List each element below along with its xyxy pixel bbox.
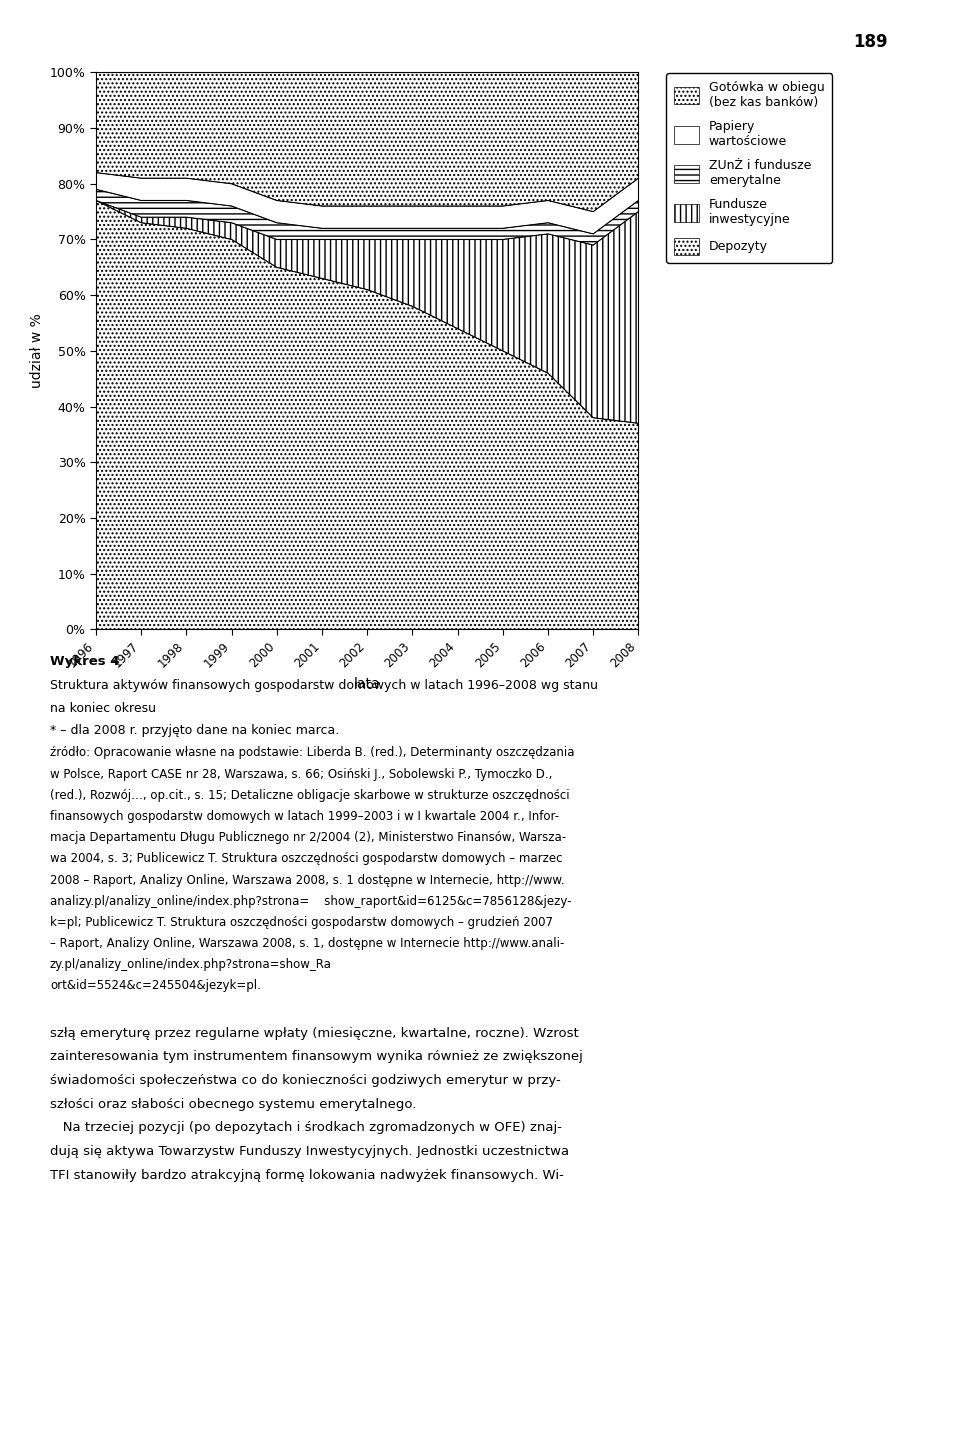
Text: wa 2004, s. 3; Publicewicz T. Struktura oszczędności gospodarstw domowych – marz: wa 2004, s. 3; Publicewicz T. Struktura … xyxy=(50,852,563,865)
Text: 189: 189 xyxy=(853,33,888,51)
Text: finansowych gospodarstw domowych w latach 1999–2003 i w I kwartale 2004 r., Info: finansowych gospodarstw domowych w latac… xyxy=(50,810,559,823)
Text: szłą emeryturę przez regularne wpłaty (miesięczne, kwartalne, roczne). Wzrost: szłą emeryturę przez regularne wpłaty (m… xyxy=(50,1027,579,1040)
Text: na koniec okresu: na koniec okresu xyxy=(50,702,156,715)
Text: źródło: Opracowanie własne na podstawie: Liberda B. (red.), Determinanty oszczęd: źródło: Opracowanie własne na podstawie:… xyxy=(50,747,574,760)
Text: 2008 – Raport, Analizy Online, Warszawa 2008, s. 1 dostępne w Internecie, http:/: 2008 – Raport, Analizy Online, Warszawa … xyxy=(50,874,564,887)
Text: (red.), Rozwój…, op.cit., s. 15; Detaliczne obligacje skarbowe w strukturze oszc: (red.), Rozwój…, op.cit., s. 15; Detalic… xyxy=(50,789,569,802)
Text: Wykres 4: Wykres 4 xyxy=(50,655,119,669)
Text: analizy.pl/analizy_online/index.php?strona=    show_raport&id=6125&c=7856128&jez: analizy.pl/analizy_online/index.php?stro… xyxy=(50,894,571,907)
Text: * – dla 2008 r. przyjęto dane na koniec marca.: * – dla 2008 r. przyjęto dane na koniec … xyxy=(50,724,339,737)
Text: Struktura aktywów finansowych gospodarstw domowych w latach 1996–2008 wg stanu: Struktura aktywów finansowych gospodarst… xyxy=(50,679,598,692)
Text: k=pl; Publicewicz T. Struktura oszczędności gospodarstw domowych – grudzień 2007: k=pl; Publicewicz T. Struktura oszczędno… xyxy=(50,916,553,929)
Text: – Raport, Analizy Online, Warszawa 2008, s. 1, dostępne w Internecie http://www.: – Raport, Analizy Online, Warszawa 2008,… xyxy=(50,938,564,951)
Text: szłości oraz słabości obecnego systemu emerytalnego.: szłości oraz słabości obecnego systemu e… xyxy=(50,1098,417,1111)
Y-axis label: udział w %: udział w % xyxy=(30,314,44,388)
Text: dują się aktywa Towarzystw Funduszy Inwestycyjnych. Jednostki uczestnictwa: dują się aktywa Towarzystw Funduszy Inwe… xyxy=(50,1145,569,1158)
Text: w Polsce, Raport CASE nr 28, Warszawa, s. 66; Osiński J., Sobolewski P., Tymoczk: w Polsce, Raport CASE nr 28, Warszawa, s… xyxy=(50,767,552,780)
Text: macja Departamentu Długu Publicznego nr 2/2004 (2), Ministerstwo Finansów, Warsz: macja Departamentu Długu Publicznego nr … xyxy=(50,831,566,844)
Legend: Gotówka w obiegu
(bez kas banków), Papiery
wartościowe, ZUnŻ i fundusze
emerytal: Gotówka w obiegu (bez kas banków), Papie… xyxy=(666,72,832,263)
Text: świadomości społeczeństwa co do konieczności godziwych emerytur w przy-: świadomości społeczeństwa co do konieczn… xyxy=(50,1074,561,1087)
Text: TFI stanowiły bardzo atrakcyjną formę lokowania nadwyżek finansowych. Wi-: TFI stanowiły bardzo atrakcyjną formę lo… xyxy=(50,1169,564,1182)
Text: Na trzeciej pozycji (po depozytach i środkach zgromadzonych w OFE) znaj-: Na trzeciej pozycji (po depozytach i śro… xyxy=(50,1121,562,1134)
Text: ort&id=5524&c=245504&jezyk=pl.: ort&id=5524&c=245504&jezyk=pl. xyxy=(50,980,261,993)
Text: zainteresowania tym instrumentem finansowym wynika również ze zwiększonej: zainteresowania tym instrumentem finanso… xyxy=(50,1051,583,1064)
Text: zy.pl/analizy_online/index.php?strona=show_Ra: zy.pl/analizy_online/index.php?strona=sh… xyxy=(50,958,332,971)
X-axis label: lata: lata xyxy=(354,677,380,692)
